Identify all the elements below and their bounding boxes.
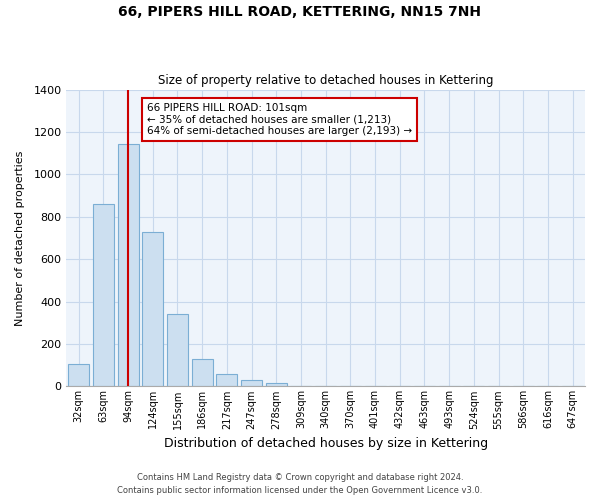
Text: 66, PIPERS HILL ROAD, KETTERING, NN15 7NH: 66, PIPERS HILL ROAD, KETTERING, NN15 7N… [119, 5, 482, 19]
X-axis label: Distribution of detached houses by size in Kettering: Distribution of detached houses by size … [164, 437, 488, 450]
Bar [191, 359, 212, 386]
Bar [68, 364, 89, 386]
Text: Contains HM Land Registry data © Crown copyright and database right 2024.
Contai: Contains HM Land Registry data © Crown c… [118, 474, 482, 495]
Bar [167, 314, 188, 386]
Text: 66 PIPERS HILL ROAD: 101sqm
← 35% of detached houses are smaller (1,213)
64% of : 66 PIPERS HILL ROAD: 101sqm ← 35% of det… [147, 103, 412, 136]
Bar [93, 204, 114, 386]
Y-axis label: Number of detached properties: Number of detached properties [15, 150, 25, 326]
Bar [118, 144, 139, 386]
Bar [266, 382, 287, 386]
Title: Size of property relative to detached houses in Kettering: Size of property relative to detached ho… [158, 74, 493, 87]
Bar [217, 374, 238, 386]
Bar [142, 232, 163, 386]
Bar [241, 380, 262, 386]
